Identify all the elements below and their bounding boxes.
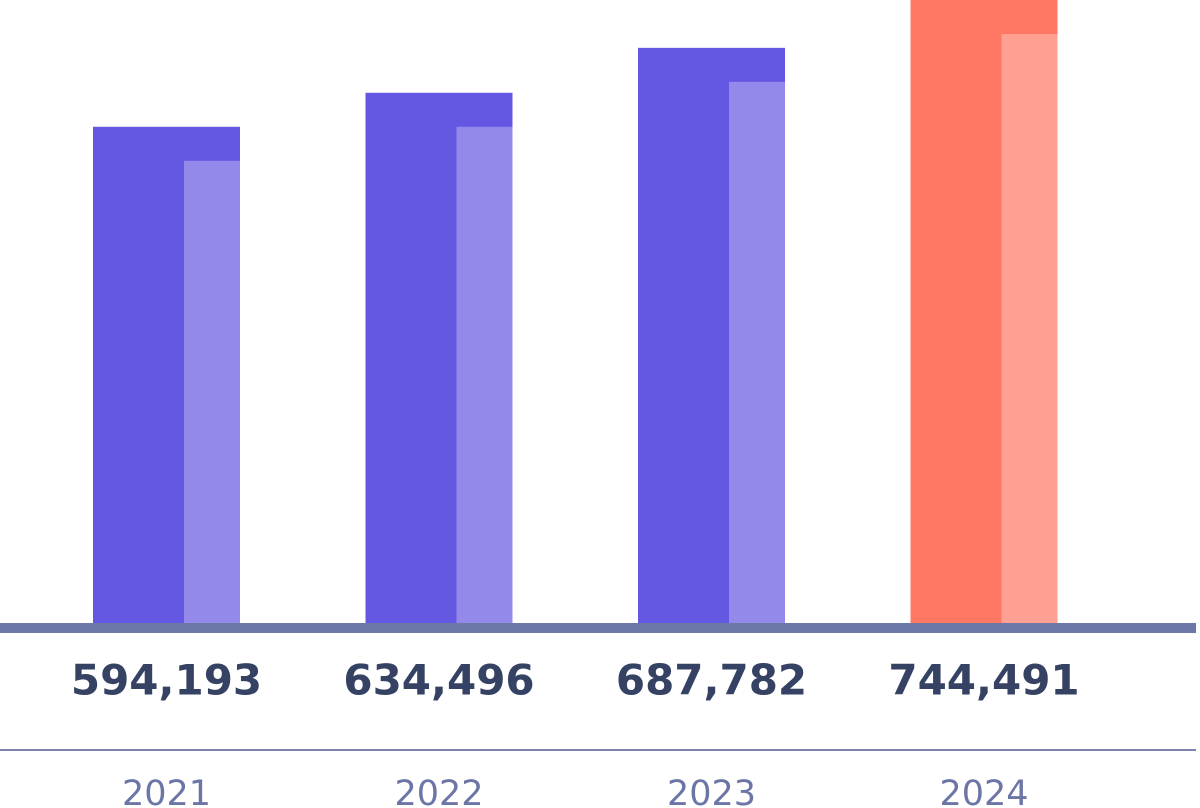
bar-highlight <box>456 126 513 633</box>
bar <box>638 47 785 633</box>
bar <box>93 126 240 633</box>
bar <box>365 92 513 633</box>
baseline <box>0 623 1196 633</box>
value-label: 744,491 <box>888 656 1079 705</box>
bar-highlight <box>729 81 785 633</box>
x-tick-label: 2024 <box>939 774 1028 808</box>
bar <box>910 0 1058 632</box>
x-tick-label: 2022 <box>394 774 483 808</box>
value-label: 687,782 <box>616 656 807 705</box>
divider <box>0 749 1196 751</box>
bar-highlight <box>184 160 240 633</box>
bars <box>93 0 1058 633</box>
bar-highlight <box>1001 34 1058 632</box>
value-label: 634,496 <box>343 656 534 705</box>
x-tick-label: 2021 <box>122 774 211 808</box>
x-tick-label: 2023 <box>667 774 756 808</box>
value-label: 594,193 <box>71 656 262 705</box>
